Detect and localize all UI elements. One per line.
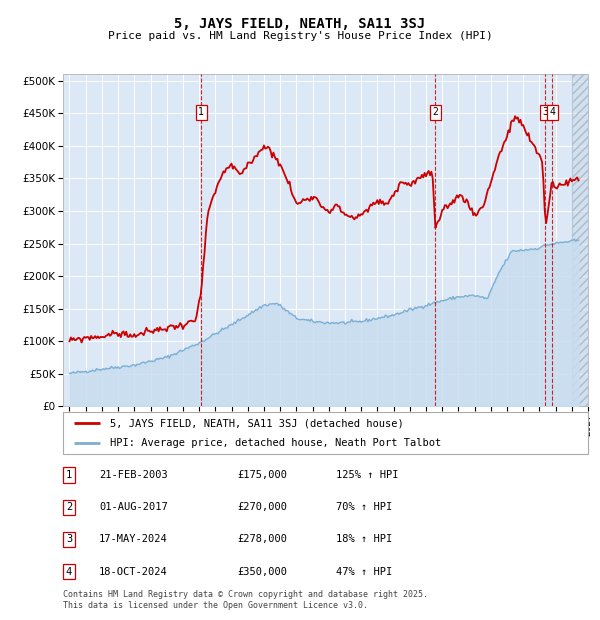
Text: Price paid vs. HM Land Registry's House Price Index (HPI): Price paid vs. HM Land Registry's House … <box>107 31 493 41</box>
Text: 5, JAYS FIELD, NEATH, SA11 3SJ (detached house): 5, JAYS FIELD, NEATH, SA11 3SJ (detached… <box>110 418 404 428</box>
Text: 17-MAY-2024: 17-MAY-2024 <box>99 534 168 544</box>
Text: 3: 3 <box>542 107 548 117</box>
Text: 21-FEB-2003: 21-FEB-2003 <box>99 470 168 480</box>
Text: 1: 1 <box>66 470 72 480</box>
Bar <box>572 74 596 406</box>
Text: 4: 4 <box>66 567 72 577</box>
Text: 125% ↑ HPI: 125% ↑ HPI <box>336 470 398 480</box>
Text: £270,000: £270,000 <box>237 502 287 512</box>
Text: 2: 2 <box>433 107 438 117</box>
Text: Contains HM Land Registry data © Crown copyright and database right 2025.
This d: Contains HM Land Registry data © Crown c… <box>63 590 428 609</box>
Text: 5, JAYS FIELD, NEATH, SA11 3SJ: 5, JAYS FIELD, NEATH, SA11 3SJ <box>175 17 425 32</box>
Text: 18-OCT-2024: 18-OCT-2024 <box>99 567 168 577</box>
Text: 4: 4 <box>549 107 555 117</box>
Text: 3: 3 <box>66 534 72 544</box>
Text: 47% ↑ HPI: 47% ↑ HPI <box>336 567 392 577</box>
Text: 01-AUG-2017: 01-AUG-2017 <box>99 502 168 512</box>
Text: 2: 2 <box>66 502 72 512</box>
Text: 1: 1 <box>198 107 204 117</box>
Text: £350,000: £350,000 <box>237 567 287 577</box>
Text: £175,000: £175,000 <box>237 470 287 480</box>
Bar <box>572 74 596 406</box>
Text: £278,000: £278,000 <box>237 534 287 544</box>
Text: 18% ↑ HPI: 18% ↑ HPI <box>336 534 392 544</box>
Text: 70% ↑ HPI: 70% ↑ HPI <box>336 502 392 512</box>
Text: HPI: Average price, detached house, Neath Port Talbot: HPI: Average price, detached house, Neat… <box>110 438 442 448</box>
